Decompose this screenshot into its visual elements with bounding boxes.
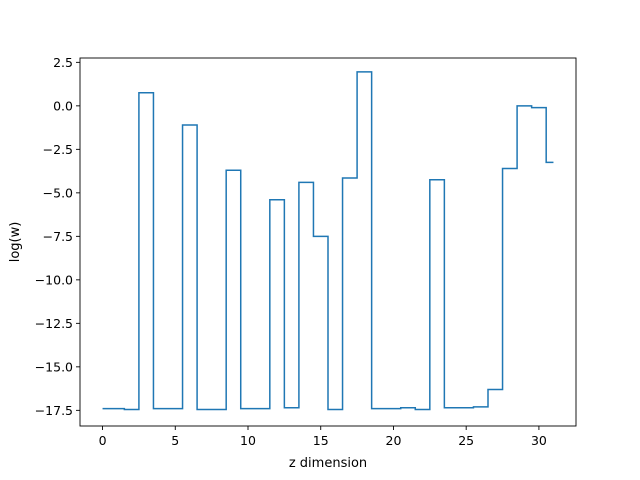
x-tick-label: 30 (531, 433, 547, 448)
y-tick-label: −17.5 (35, 403, 73, 418)
x-tick-label: 20 (386, 433, 402, 448)
x-tick-label: 25 (458, 433, 474, 448)
data-series-line (102, 71, 554, 411)
y-tick-label: −5.0 (43, 185, 73, 200)
x-tick-label: 15 (313, 433, 329, 448)
axis-ticks: 0 5 10 15 20 25 30 2.5 0.0 −2.5 −5.0 −7.5 −10.0 −12.5… (35, 55, 547, 448)
x-tick-label: 0 (99, 433, 107, 448)
x-tick-label: 10 (240, 433, 256, 448)
y-tick-label: −12.5 (35, 316, 73, 331)
y-tick-label: −10.0 (35, 272, 73, 287)
x-tick-label: 5 (171, 433, 179, 448)
y-tick-label: −7.5 (43, 229, 73, 244)
y-tick-label: 0.0 (53, 98, 73, 113)
x-axis-label: z dimension (289, 456, 367, 471)
y-axis-label: log(w) (8, 222, 23, 263)
y-tick-label: −15.0 (35, 359, 73, 374)
plot-frame (79, 57, 577, 427)
y-tick-label: −2.5 (43, 142, 73, 157)
y-tick-label: 2.5 (53, 55, 73, 70)
